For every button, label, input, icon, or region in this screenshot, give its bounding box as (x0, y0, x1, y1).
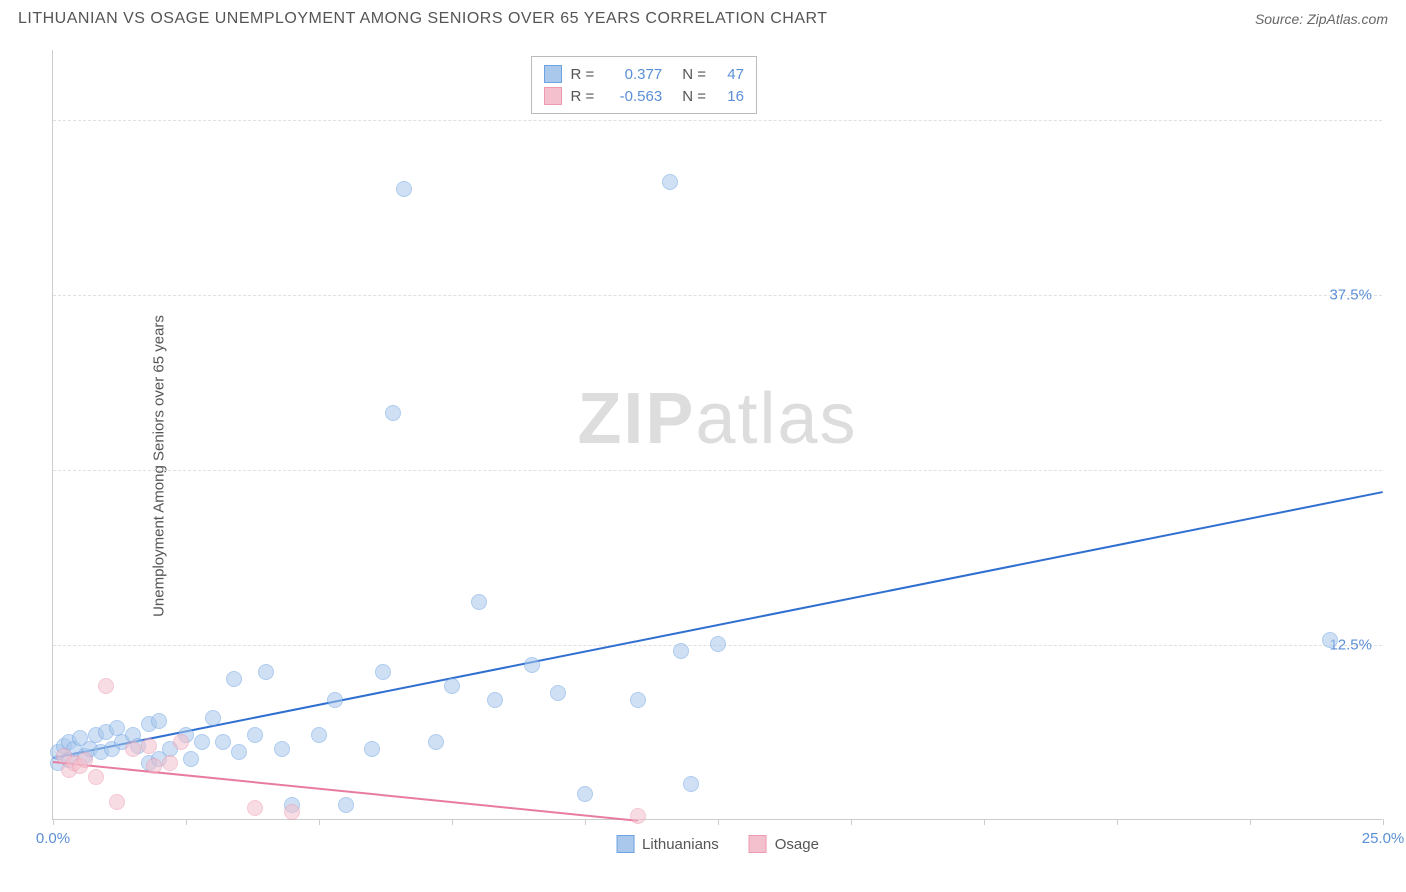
stats-legend-row: R = 0.377 N = 47 (544, 63, 744, 85)
data-point (662, 174, 678, 190)
data-point (338, 797, 354, 813)
data-point (173, 734, 189, 750)
x-tick (1250, 819, 1251, 825)
data-point (364, 741, 380, 757)
data-point (226, 671, 242, 687)
data-point (247, 727, 263, 743)
data-point (98, 678, 114, 694)
data-point (194, 734, 210, 750)
x-tick (186, 819, 187, 825)
chart-source: Source: ZipAtlas.com (1255, 11, 1388, 27)
data-point (205, 710, 221, 726)
data-point (1322, 632, 1338, 648)
chart-title: LITHUANIAN VS OSAGE UNEMPLOYMENT AMONG S… (18, 10, 828, 28)
legend-r-label: R = (570, 66, 594, 83)
data-point (274, 741, 290, 757)
data-point (673, 643, 689, 659)
data-point (77, 752, 93, 768)
data-point (151, 713, 167, 729)
data-point (215, 734, 231, 750)
data-point (231, 744, 247, 760)
data-point (385, 405, 401, 421)
x-tick (1117, 819, 1118, 825)
data-point (146, 758, 162, 774)
x-tick (718, 819, 719, 825)
chart-header: LITHUANIAN VS OSAGE UNEMPLOYMENT AMONG S… (0, 0, 1406, 36)
stats-legend-row: R = -0.563 N = 16 (544, 85, 744, 107)
gridline (53, 470, 1382, 471)
legend-swatch (749, 835, 767, 853)
x-tick (984, 819, 985, 825)
series-legend-item: Osage (749, 835, 819, 853)
x-tick-label: 0.0% (36, 830, 70, 847)
legend-n-value: 16 (714, 88, 744, 105)
x-tick (452, 819, 453, 825)
legend-swatch (544, 65, 562, 83)
data-point (183, 751, 199, 767)
data-point (471, 594, 487, 610)
watermark: ZIPatlas (577, 378, 857, 460)
series-legend: Lithuanians Osage (616, 835, 819, 853)
legend-n-label: N = (682, 66, 706, 83)
x-tick-label: 25.0% (1362, 830, 1405, 847)
gridline (53, 120, 1382, 121)
legend-r-label: R = (570, 88, 594, 105)
gridline (53, 295, 1382, 296)
series-legend-label: Osage (775, 836, 819, 853)
data-point (258, 664, 274, 680)
legend-r-value: 0.377 (602, 66, 662, 83)
x-tick (53, 819, 54, 825)
data-point (683, 776, 699, 792)
data-point (428, 734, 444, 750)
data-point (444, 678, 460, 694)
x-tick (585, 819, 586, 825)
legend-n-label: N = (682, 88, 706, 105)
data-point (125, 741, 141, 757)
data-point (630, 692, 646, 708)
x-tick (1383, 819, 1384, 825)
data-point (88, 769, 104, 785)
series-legend-label: Lithuanians (642, 836, 719, 853)
stats-legend: R = 0.377 N = 47 R = -0.563 N = 16 (531, 56, 757, 114)
data-point (109, 794, 125, 810)
data-point (327, 692, 343, 708)
chart-area: Unemployment Among Seniors over 65 years… (0, 40, 1406, 892)
y-tick-label: 37.5% (1329, 287, 1372, 304)
x-tick (319, 819, 320, 825)
data-point (524, 657, 540, 673)
data-point (710, 636, 726, 652)
series-legend-item: Lithuanians (616, 835, 719, 853)
data-point (396, 181, 412, 197)
data-point (375, 664, 391, 680)
trend-line (53, 491, 1383, 759)
plot-region: ZIPatlas 12.5%37.5%0.0%25.0%R =0.377N =4… (52, 50, 1382, 820)
legend-swatch (544, 87, 562, 105)
data-point (630, 808, 646, 824)
legend-r-value: -0.563 (602, 88, 662, 105)
data-point (284, 804, 300, 820)
x-tick (851, 819, 852, 825)
data-point (247, 800, 263, 816)
data-point (141, 738, 157, 754)
data-point (487, 692, 503, 708)
legend-n-value: 47 (714, 66, 744, 83)
data-point (550, 685, 566, 701)
data-point (577, 786, 593, 802)
data-point (311, 727, 327, 743)
data-point (162, 755, 178, 771)
legend-swatch (616, 835, 634, 853)
